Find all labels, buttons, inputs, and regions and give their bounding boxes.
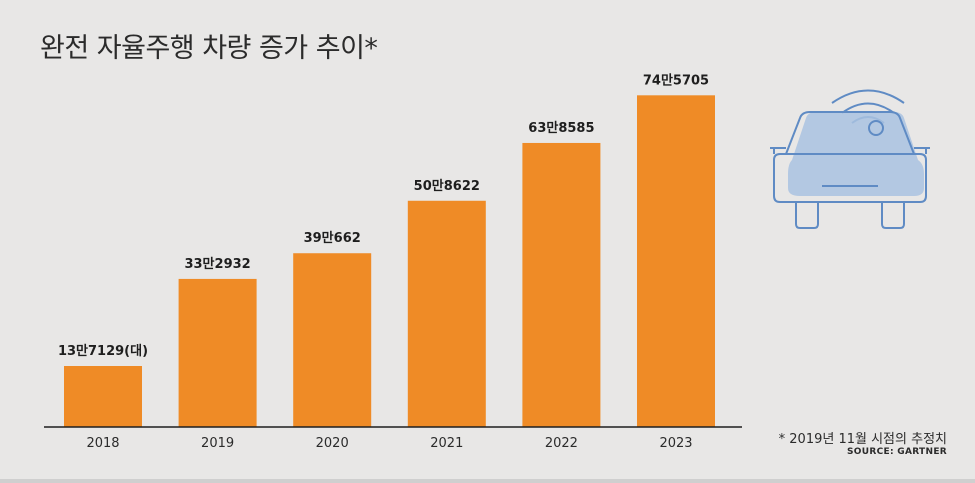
data-label: 50만8622	[414, 178, 480, 194]
x-tick-label: 2022	[545, 436, 578, 451]
x-tick-label: 2019	[201, 436, 234, 451]
bar-2023	[637, 95, 715, 428]
data-labels: 13만7129(대) 33만2932 39만662 50만8622 63만8585 74만…	[58, 72, 709, 359]
chart-title: 완전 자율주행 차량 증가 추이*	[40, 33, 378, 64]
data-label: 33만2932	[184, 256, 250, 272]
bar-2018	[64, 366, 142, 427]
x-tick-labels: 2018 2019 2020 2021 2022 2023	[86, 436, 692, 451]
x-tick-label: 2018	[86, 436, 119, 451]
bar-2022	[522, 142, 601, 427]
data-label: 13만7129(대)	[58, 343, 148, 359]
bars-group	[64, 95, 715, 428]
data-label: 63만8585	[528, 120, 594, 136]
bar-2020	[293, 253, 372, 427]
autonomous-car-icon	[770, 68, 930, 242]
bottom-divider	[0, 479, 975, 483]
source-credit: SOURCE: GARTNER	[847, 447, 947, 457]
x-tick-label: 2021	[430, 436, 463, 451]
data-label: 74만5705	[643, 72, 709, 88]
bar-2019	[178, 278, 257, 427]
x-tick-label: 2020	[316, 436, 349, 451]
data-label: 39만662	[304, 230, 361, 246]
bar-2021	[407, 200, 486, 427]
footnote: * 2019년 11월 시점의 추정치	[778, 432, 947, 447]
x-tick-label: 2023	[659, 436, 692, 451]
